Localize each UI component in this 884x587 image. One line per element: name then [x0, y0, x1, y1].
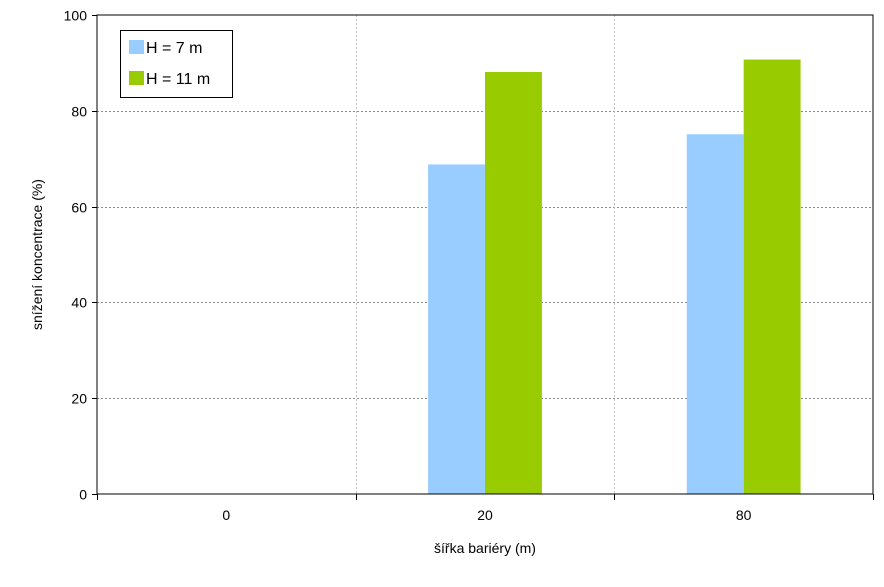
y-tick-label: 0	[79, 487, 87, 503]
bar-h7-20	[428, 164, 485, 494]
bars	[428, 59, 801, 495]
bar-h7-80	[686, 134, 744, 494]
x-tick-label: 80	[736, 507, 752, 523]
x-axis-title: šířka bariéry (m)	[434, 540, 536, 556]
y-tick-label: 40	[71, 295, 87, 311]
legend-swatch-h7	[129, 40, 144, 54]
y-axis-title: snížení koncentrace (%)	[29, 179, 45, 330]
legend-label-h11: H = 11 m	[146, 71, 210, 88]
y-tick-label: 100	[64, 8, 88, 24]
x-axis-ticks: 0 20 80	[97, 494, 874, 523]
axes	[96, 14, 874, 495]
x-tick-label: 0	[222, 507, 230, 523]
legend-label-h7: H = 7 m	[146, 40, 202, 57]
y-axis-ticks: 0 20 40 60 80 100	[64, 8, 97, 503]
x-tick-label: 20	[477, 507, 493, 523]
legend-swatch-h11	[129, 71, 144, 85]
plot-area-frame	[96, 14, 874, 495]
y-tick-label: 20	[71, 391, 87, 407]
legend: H = 7 m H = 11 m	[120, 30, 233, 98]
bar-h11-80	[743, 59, 801, 495]
bar-h11-20	[485, 72, 542, 494]
y-tick-label: 80	[71, 104, 87, 120]
y-tick-label: 60	[71, 200, 87, 216]
